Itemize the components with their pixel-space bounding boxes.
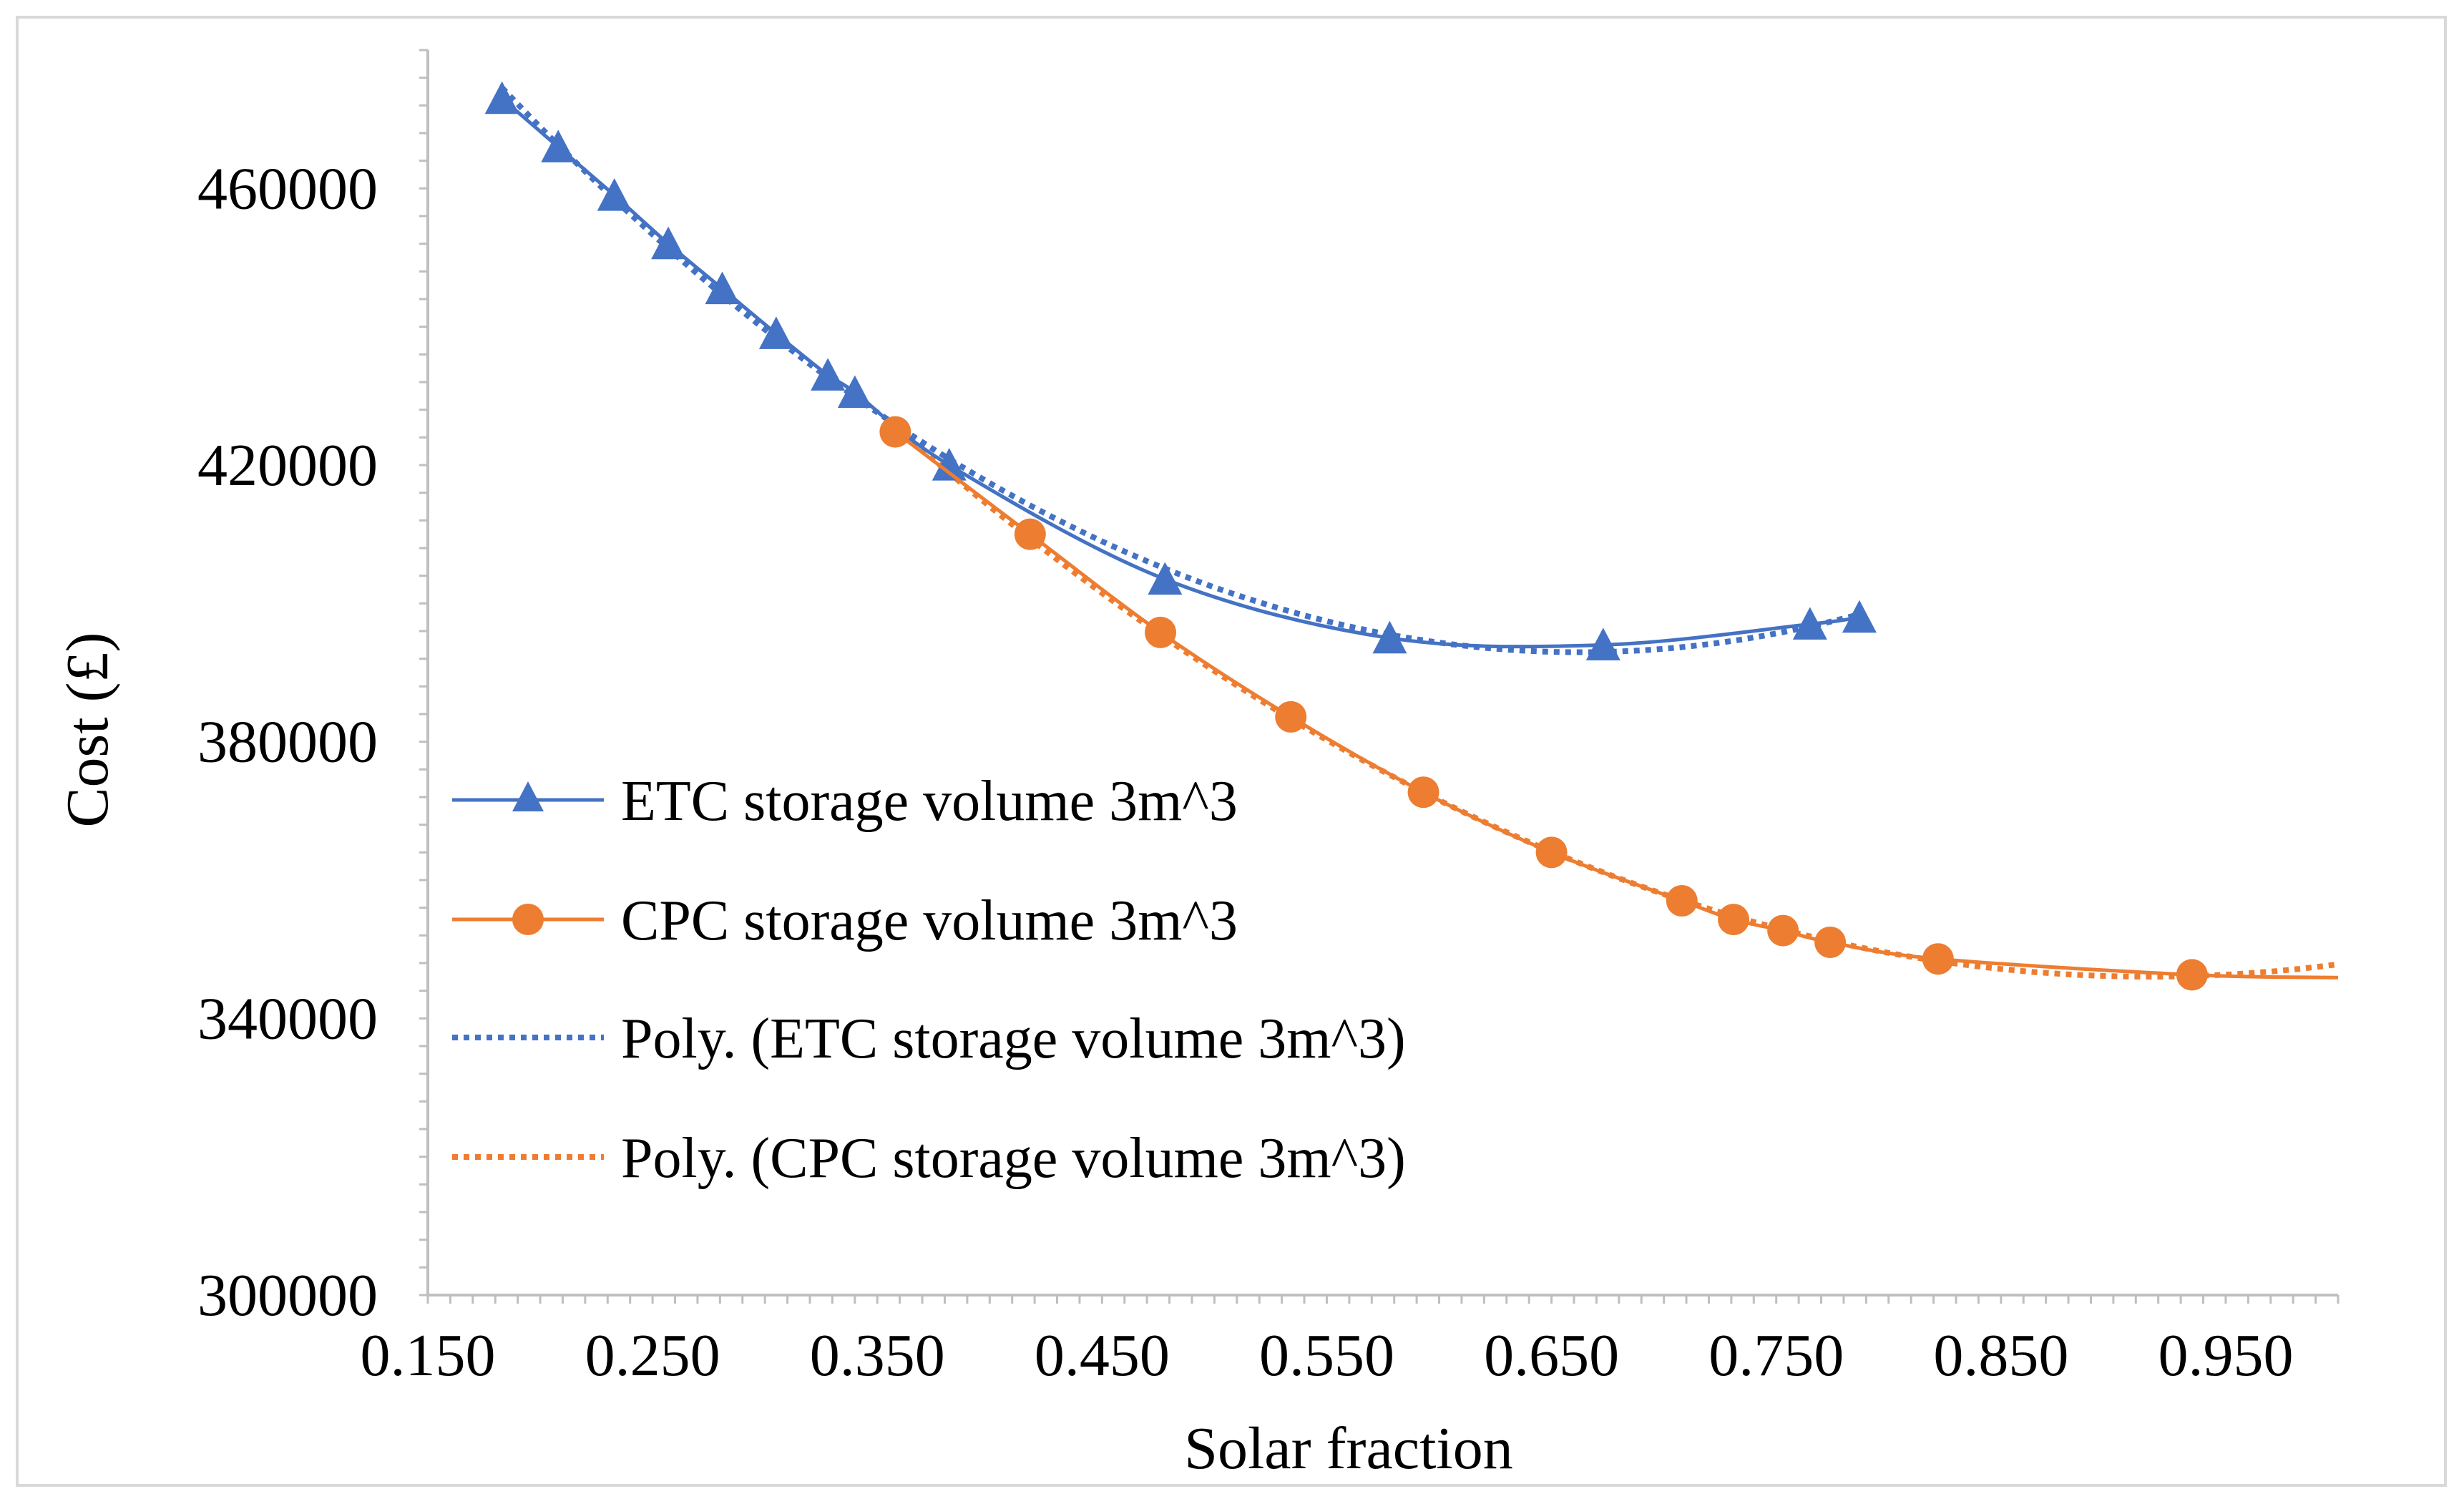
y-tick-label: 380000: [197, 709, 378, 776]
point-cpc: [1718, 904, 1750, 936]
y-tick-label: 340000: [197, 985, 378, 1052]
x-tick-label: 0.350: [810, 1322, 945, 1389]
axes: [419, 49, 2340, 1304]
x-tick-label: 0.450: [1035, 1322, 1170, 1389]
legend-item-cpc: CPC storage volume 3m^3: [452, 889, 1238, 952]
legend: ETC storage volume 3m^3 CPC storage volu…: [452, 770, 1406, 1190]
x-tick-label: 0.950: [2158, 1322, 2293, 1389]
x-tick-label: 0.750: [1708, 1322, 1844, 1389]
legend-item-poly-etc: Poly. (ETC storage volume 3m^3): [452, 1007, 1406, 1070]
legend-poly-etc-label: Poly. (ETC storage volume 3m^3): [621, 1007, 1406, 1070]
point-cpc: [879, 416, 911, 448]
point-etc: [1842, 600, 1877, 633]
point-etc: [541, 130, 576, 162]
y-tick-label: 420000: [197, 432, 378, 499]
point-cpc: [1145, 616, 1177, 648]
y-axis-title: Cost (£): [54, 633, 121, 828]
x-tick-label: 0.550: [1259, 1322, 1394, 1389]
point-etc: [1148, 562, 1183, 595]
point-cpc: [1275, 700, 1307, 733]
point-etc: [651, 226, 686, 260]
y-minor-ticks: [419, 49, 428, 1297]
x-tick-label: 0.150: [361, 1322, 496, 1389]
point-etc: [597, 178, 632, 211]
point-etc: [484, 81, 519, 114]
x-minor-ticks: [426, 1295, 2340, 1304]
point-cpc: [1666, 885, 1698, 917]
x-tick-labels: 0.150 0.250 0.350 0.450 0.550 0.650 0.750 0.850…: [361, 1322, 2294, 1389]
point-cpc: [1014, 518, 1046, 550]
x-axis-title: Solar fraction: [1184, 1415, 1513, 1482]
x-tick-label: 0.850: [1933, 1322, 2068, 1389]
legend-cpc-label: CPC storage volume 3m^3: [621, 889, 1238, 952]
point-cpc: [1535, 836, 1568, 869]
y-tick-label: 300000: [197, 1262, 378, 1329]
point-cpc: [1922, 943, 1954, 975]
trendline-etc: [499, 85, 1860, 655]
point-cpc: [1407, 776, 1439, 809]
point-etc: [932, 448, 967, 481]
legend-etc-triangle-marker: [512, 781, 544, 811]
point-etc: [811, 358, 846, 391]
point-cpc: [2176, 959, 2208, 991]
legend-item-etc: ETC storage volume 3m^3: [452, 770, 1238, 833]
point-etc: [705, 271, 740, 305]
point-etc: [1792, 607, 1827, 640]
series-line-etc: [501, 97, 1860, 649]
point-etc: [1372, 620, 1407, 654]
point-etc: [1585, 628, 1620, 660]
point-etc: [837, 375, 872, 409]
x-tick-label: 0.650: [1484, 1322, 1619, 1389]
point-cpc: [1814, 927, 1847, 958]
series-line-cpc: [894, 430, 2338, 980]
legend-item-poly-cpc: Poly. (CPC storage volume 3m^3): [452, 1127, 1406, 1190]
point-cpc: [1767, 914, 1799, 947]
chart-frame: [16, 16, 2447, 1487]
legend-poly-cpc-label: Poly. (CPC storage volume 3m^3): [621, 1127, 1406, 1190]
y-tick-label: 460000: [197, 155, 378, 222]
point-etc: [758, 316, 793, 349]
series-layer: [484, 81, 2338, 991]
y-tick-labels: 300000 340000 380000 420000 460000: [197, 155, 378, 1329]
x-tick-label: 0.250: [585, 1322, 720, 1389]
legend-etc-label: ETC storage volume 3m^3: [621, 770, 1238, 833]
legend-cpc-circle-marker: [512, 904, 544, 935]
